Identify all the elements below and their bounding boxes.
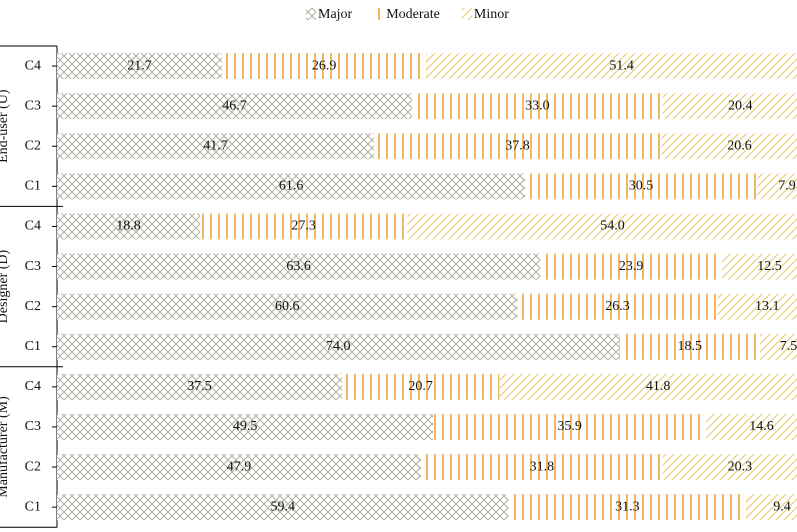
value-label: 35.9 bbox=[557, 419, 582, 434]
value-label: 47.9 bbox=[227, 459, 252, 474]
bar-segment bbox=[540, 253, 722, 280]
group-label: End-user (U) bbox=[0, 89, 11, 163]
legend-swatch bbox=[306, 8, 316, 20]
value-label: 26.9 bbox=[312, 58, 337, 73]
bar-segment bbox=[421, 454, 663, 481]
value-label: 61.6 bbox=[279, 179, 304, 194]
bar-segment bbox=[756, 173, 797, 200]
bar-segment bbox=[508, 494, 747, 521]
value-label: 74.0 bbox=[326, 339, 351, 354]
value-label: 33.0 bbox=[525, 98, 550, 113]
value-label: 26.3 bbox=[605, 299, 630, 314]
bar-segment bbox=[661, 133, 797, 160]
bar-segment bbox=[662, 454, 797, 481]
bar-segment bbox=[57, 293, 518, 320]
value-label: 9.4 bbox=[773, 499, 791, 514]
bar-segment bbox=[525, 173, 757, 200]
bar-segment bbox=[57, 373, 342, 400]
value-label: 12.5 bbox=[757, 259, 782, 274]
value-label: 20.3 bbox=[728, 459, 753, 474]
value-label: 46.7 bbox=[222, 98, 247, 113]
value-label: 13.1 bbox=[755, 299, 780, 314]
value-label: 37.8 bbox=[505, 138, 530, 153]
bar-segment bbox=[57, 213, 200, 240]
bar-segment bbox=[426, 53, 797, 80]
value-label: 30.5 bbox=[629, 179, 654, 194]
legend-label: Moderate bbox=[386, 7, 440, 22]
group-label: Manufacturer (M) bbox=[0, 396, 11, 498]
value-label: 60.6 bbox=[275, 299, 300, 314]
bar-segment bbox=[373, 133, 662, 160]
value-label: 31.3 bbox=[615, 499, 640, 514]
bar-segment bbox=[706, 413, 797, 440]
value-label: 23.9 bbox=[619, 259, 644, 274]
value-label: 7.9 bbox=[778, 179, 796, 194]
y-tick-label: C2 bbox=[25, 138, 41, 153]
bar-segment bbox=[619, 333, 760, 360]
value-label: 37.5 bbox=[187, 379, 212, 394]
y-tick-label: C1 bbox=[25, 339, 41, 354]
y-tick-label: C2 bbox=[25, 459, 41, 474]
legend-swatch bbox=[374, 8, 385, 20]
bar-segment bbox=[221, 53, 427, 80]
y-tick-label: C4 bbox=[25, 58, 41, 73]
value-label: 7.5 bbox=[780, 339, 797, 354]
bar-segment bbox=[342, 373, 500, 400]
y-tick-label: C3 bbox=[25, 419, 41, 434]
value-label: 49.5 bbox=[233, 419, 258, 434]
value-label: 59.4 bbox=[270, 499, 295, 514]
bar-segment bbox=[57, 53, 222, 80]
bar-segment bbox=[662, 93, 797, 120]
y-tick-label: C3 bbox=[25, 98, 41, 113]
y-tick-label: C1 bbox=[25, 499, 41, 514]
legend-swatch bbox=[461, 8, 472, 20]
legend-label: Major bbox=[318, 7, 353, 22]
value-label: 51.4 bbox=[609, 58, 634, 73]
legend-label: Minor bbox=[474, 7, 509, 22]
value-label: 20.6 bbox=[727, 138, 752, 153]
y-tick-label: C3 bbox=[25, 259, 41, 274]
bar-segment bbox=[57, 413, 434, 440]
bar-segment bbox=[57, 133, 374, 160]
bar-segment bbox=[57, 333, 620, 360]
y-tick-label: C4 bbox=[25, 219, 41, 234]
value-label: 20.4 bbox=[728, 98, 753, 113]
bar-segment bbox=[517, 293, 718, 320]
value-label: 18.8 bbox=[116, 219, 141, 234]
bar-segment bbox=[760, 333, 797, 360]
bar-segment bbox=[433, 413, 707, 440]
bar-segment bbox=[57, 253, 541, 280]
bar-segment bbox=[499, 373, 797, 400]
bar-segment bbox=[199, 213, 408, 240]
value-label: 18.5 bbox=[677, 339, 702, 354]
y-tick-label: C2 bbox=[25, 299, 41, 314]
value-label: 27.3 bbox=[291, 219, 316, 234]
bar-segment bbox=[717, 293, 797, 320]
value-label: 63.6 bbox=[286, 259, 311, 274]
bar-segment bbox=[57, 173, 526, 200]
bar-segment bbox=[57, 93, 412, 120]
value-label: 21.7 bbox=[127, 58, 152, 73]
value-label: 54.0 bbox=[600, 219, 625, 234]
bar-segment bbox=[57, 454, 422, 481]
y-tick-label: C1 bbox=[25, 179, 41, 194]
y-tick-label: C4 bbox=[25, 379, 41, 394]
value-label: 31.8 bbox=[530, 459, 555, 474]
value-label: 41.7 bbox=[203, 138, 228, 153]
value-label: 20.7 bbox=[408, 379, 433, 394]
bar-segment bbox=[746, 494, 797, 521]
bar-segment bbox=[722, 253, 797, 280]
value-label: 14.6 bbox=[749, 419, 774, 434]
bar-segment bbox=[411, 93, 663, 120]
bar-segment bbox=[57, 494, 509, 521]
bar-segment bbox=[407, 213, 797, 240]
value-label: 41.8 bbox=[646, 379, 671, 394]
group-label: Designer (D) bbox=[0, 250, 11, 324]
